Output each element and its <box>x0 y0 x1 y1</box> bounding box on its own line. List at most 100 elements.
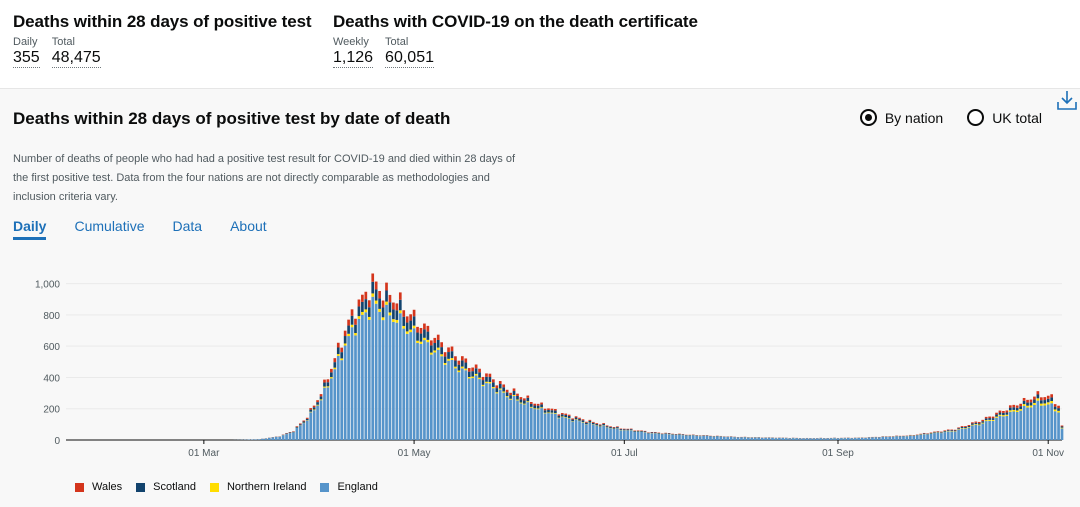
bar-england <box>822 438 826 440</box>
headline-title: Deaths with COVID-19 on the death certif… <box>333 12 698 31</box>
bar-northern-ireland <box>409 329 412 333</box>
bar-wales <box>309 408 313 410</box>
bar-england <box>495 393 499 440</box>
headline-death-certificate: Deaths with COVID-19 on the death certif… <box>333 12 698 68</box>
bar-scotland <box>460 360 464 367</box>
bar-northern-ireland <box>392 319 395 322</box>
bar-northern-ireland <box>385 301 388 305</box>
bar-england <box>1043 405 1047 440</box>
bar-england <box>1012 411 1016 440</box>
bar-england <box>264 438 268 440</box>
bar-wales <box>581 419 585 421</box>
bar-scotland <box>440 347 443 355</box>
bar-england <box>829 438 833 440</box>
bar-england <box>695 435 699 440</box>
stat-value[interactable]: 60,051 <box>385 49 434 68</box>
bar-england <box>1053 411 1057 440</box>
bar-scotland <box>305 418 309 421</box>
bar-scotland <box>550 410 554 413</box>
bar-wales <box>381 300 385 308</box>
bar-northern-ireland <box>426 339 430 343</box>
bar-northern-ireland <box>533 408 537 410</box>
bar-scotland <box>664 433 668 434</box>
bar-england <box>364 312 368 440</box>
bar-wales <box>533 403 537 406</box>
bar-wales <box>374 281 378 290</box>
bar-england <box>819 438 823 440</box>
bar-wales <box>629 428 633 430</box>
stat-value[interactable]: 355 <box>13 49 40 68</box>
bar-scotland <box>336 347 340 355</box>
bar-northern-ireland <box>336 354 340 356</box>
bar-northern-ireland <box>485 381 488 384</box>
bar-northern-ireland <box>478 377 481 380</box>
bar-england <box>395 322 399 440</box>
stat-value[interactable]: 1,126 <box>333 49 374 68</box>
bar-wales <box>464 358 468 363</box>
bar-england <box>946 431 950 440</box>
bar-wales <box>454 356 457 361</box>
tab-daily[interactable]: Daily <box>13 218 47 240</box>
tab-data[interactable]: Data <box>172 218 203 234</box>
bar-scotland <box>619 429 623 431</box>
bar-scotland <box>971 423 974 425</box>
bar-wales <box>995 412 998 415</box>
bar-northern-ireland <box>347 333 350 337</box>
bar-wales <box>626 428 630 430</box>
bar-england <box>367 319 371 440</box>
bar-wales <box>612 426 616 428</box>
bar-england <box>802 438 805 440</box>
bar-wales <box>957 427 960 429</box>
bar-scotland <box>467 371 471 378</box>
radio-selected-icon[interactable] <box>859 109 877 126</box>
radio-by-nation[interactable]: By nation <box>859 109 943 126</box>
bar-england <box>922 434 926 440</box>
bar-scotland <box>988 418 991 420</box>
bar-scotland <box>319 396 323 400</box>
bar-wales <box>560 413 564 415</box>
x-tick-label: 01 Mar <box>188 448 220 459</box>
bar-england <box>653 433 657 440</box>
bar-northern-ireland <box>405 331 409 334</box>
bar-england <box>698 436 702 440</box>
bar-wales <box>543 408 547 411</box>
bar-wales <box>502 384 506 388</box>
bar-northern-ireland <box>519 402 523 404</box>
bar-scotland <box>1043 400 1047 404</box>
bar-scotland <box>350 315 354 325</box>
bar-wales <box>485 373 488 377</box>
bar-northern-ireland <box>1026 405 1029 408</box>
bar-england <box>736 437 740 440</box>
bar-wales <box>450 346 454 352</box>
bar-wales <box>536 403 540 406</box>
tab-about[interactable]: About <box>230 218 267 234</box>
download-icon[interactable] <box>1056 89 1078 111</box>
view-toggle: By nation UK total <box>859 109 1042 126</box>
bar-northern-ireland <box>550 412 554 414</box>
bar-wales <box>547 408 550 410</box>
bar-england <box>753 437 757 440</box>
radio-unselected-icon[interactable] <box>967 109 985 126</box>
bar-england <box>740 437 743 440</box>
bar-scotland <box>940 432 943 433</box>
bar-england <box>1026 407 1029 440</box>
bar-scotland <box>474 368 478 374</box>
bar-scotland <box>343 336 347 344</box>
legend-swatch <box>136 482 146 492</box>
bar-scotland <box>953 430 957 432</box>
bar-scotland <box>554 410 557 414</box>
bar-northern-ireland <box>1029 405 1033 408</box>
bar-northern-ireland <box>1039 403 1043 406</box>
radio-uk-total[interactable]: UK total <box>967 109 1042 126</box>
bar-england <box>726 437 730 440</box>
bar-england <box>267 437 271 440</box>
bar-scotland <box>609 427 612 429</box>
bar-england <box>333 369 337 440</box>
bar-northern-ireland <box>357 316 361 319</box>
bar-england <box>326 387 330 440</box>
bar-wales <box>1050 394 1054 398</box>
bar-england <box>540 408 543 440</box>
bar-wales <box>443 352 447 357</box>
stat-value[interactable]: 48,475 <box>51 49 101 68</box>
tab-cumulative[interactable]: Cumulative <box>74 218 145 234</box>
